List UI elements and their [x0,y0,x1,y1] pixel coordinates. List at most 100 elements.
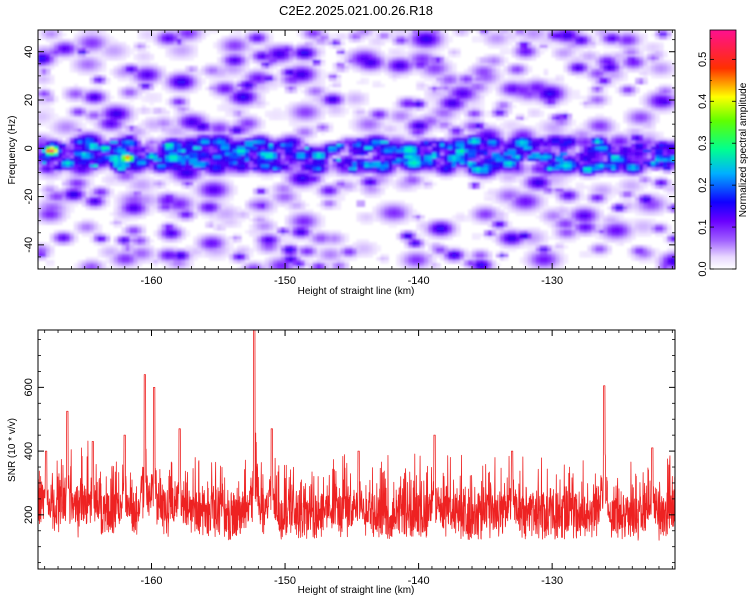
heatmap-cell [332,32,338,37]
heatmap-cell [225,44,230,49]
heatmap-cell [631,83,636,88]
heatmap-cell [627,113,632,118]
heatmap-cell [157,44,163,49]
heatmap-cell [233,110,238,115]
heatmap-cell [659,131,664,136]
heatmap-cell [145,56,151,61]
heatmap-cell [479,131,485,136]
heatmap-cell [249,101,254,106]
heatmap-cell [217,47,222,52]
heatmap-cell [256,89,262,94]
heatmap-cell [499,116,505,121]
heatmap-cell [483,113,489,118]
heatmap-cell [591,92,596,97]
heatmap-cell [400,110,405,115]
heatmap-cell [527,32,533,37]
heatmap-cell [304,113,310,118]
heatmap-cell [611,35,616,40]
heatmap-cell [81,71,87,76]
heatmap-cell [45,38,51,43]
heatmap-cell [49,89,55,94]
heatmap-cell [252,119,258,124]
heatmap-cell [388,110,393,115]
heatmap-cell [181,125,186,130]
heatmap-cell [507,89,513,94]
heatmap-cell [575,134,581,139]
heatmap-cell [296,50,302,55]
heatmap-cell [372,113,378,118]
heatmap-cell [237,44,242,49]
heatmap-cell [145,137,151,142]
heatmap-cell [527,101,533,106]
heatmap-cell [221,107,226,112]
heatmap-cell [539,104,545,109]
heatmap-cell [57,41,63,46]
heatmap-cell [276,59,282,64]
heatmap-cell [639,56,644,61]
heatmap-cell [69,44,75,49]
heatmap-cell [619,47,624,52]
heatmap-cell [213,71,218,76]
heatmap-cell [400,128,405,133]
heatmap-cell [225,62,230,67]
heatmap-cell [364,125,370,130]
heatmap-cell [424,77,429,82]
heatmap-cell [292,104,298,109]
heatmap-cell [237,80,242,85]
heatmap-cell [73,68,79,73]
heatmap-cell [93,59,99,64]
heatmap-cell [340,62,346,67]
heatmap-cell [153,128,159,133]
heatmap-cell [276,113,282,118]
heatmap-cell [165,32,170,37]
heatmap-cell [531,30,537,34]
heatmap-cell [515,116,521,121]
heatmap-cell [531,74,537,79]
heatmap-cell [336,110,342,115]
heatmap-cell [292,131,298,136]
heatmap-cell [659,92,664,97]
heatmap-cell [276,44,282,49]
heatmap-cell [173,32,178,37]
heatmap-cell [340,137,346,142]
heatmap-cell [217,56,222,61]
heatmap-cell [535,74,541,79]
heatmap-cell [61,131,67,136]
heatmap-cell [499,77,505,82]
heatmap-cell [551,41,557,46]
heatmap-cell [571,95,577,100]
heatmap-cell [157,134,163,139]
heatmap-cell [105,134,111,139]
heatmap-cell [49,30,55,34]
heatmap-cell [252,41,258,46]
heatmap-cell [181,50,186,55]
heatmap-cell [272,77,278,82]
heatmap-cell [280,68,286,73]
heatmap-cell [615,137,620,142]
heatmap-cell [165,128,170,133]
heatmap-cell [201,128,206,133]
heatmap-cell [189,47,194,52]
heatmap-cell [647,137,652,142]
heatmap-cell [225,74,230,79]
heatmap-cell [452,137,457,142]
heatmap-cell [539,92,545,97]
heatmap-cell [659,44,664,49]
heatmap-cell [623,56,628,61]
heatmap-cell [364,122,370,127]
heatmap-cell [559,119,565,124]
heatmap-cell [440,110,445,115]
heatmap-cell [527,83,533,88]
heatmap-cell [97,47,103,52]
heatmap-cell [352,65,358,70]
heatmap-cell [213,68,218,73]
heatmap-cell [161,128,166,133]
heatmap-cell [535,47,541,52]
heatmap-cell [404,30,409,34]
heatmap-cell [229,137,234,142]
heatmap-cell [65,137,71,142]
heatmap-cell [181,128,186,133]
heatmap-cell [460,122,465,127]
heatmap-cell [527,98,533,103]
heatmap-cell [567,41,573,46]
